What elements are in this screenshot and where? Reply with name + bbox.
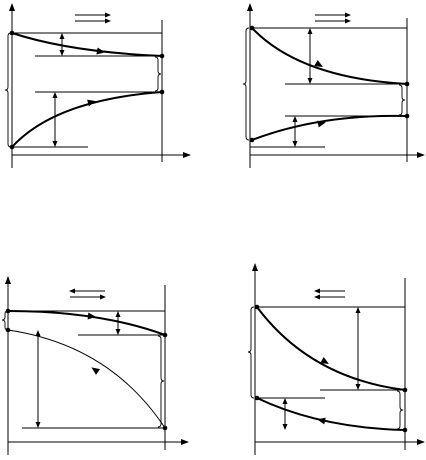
curve — [254, 395, 408, 433]
curve-arrow — [96, 47, 105, 55]
brace — [398, 84, 406, 116]
brace — [396, 390, 404, 430]
panel-3 — [1, 276, 189, 455]
curve-arrow — [87, 99, 96, 107]
curve — [249, 25, 410, 87]
brace — [1, 310, 9, 331]
curve — [9, 89, 165, 150]
brace — [247, 306, 255, 399]
curve-arrow — [91, 367, 101, 375]
panel-4 — [247, 263, 425, 455]
curve — [5, 327, 168, 431]
curve-arrow — [87, 312, 96, 320]
brace — [242, 27, 250, 141]
curve — [249, 113, 410, 143]
curve-arrow — [314, 59, 323, 67]
panel-2 — [242, 3, 425, 168]
panel-1 — [4, 3, 191, 168]
curve — [254, 304, 408, 393]
brace — [157, 335, 165, 428]
brace — [4, 32, 12, 148]
curve — [9, 30, 165, 59]
curve-arrow — [320, 356, 329, 364]
curve-arrow — [317, 417, 326, 425]
brace — [154, 56, 162, 92]
curve — [5, 308, 168, 338]
curve-arrow — [317, 120, 326, 128]
